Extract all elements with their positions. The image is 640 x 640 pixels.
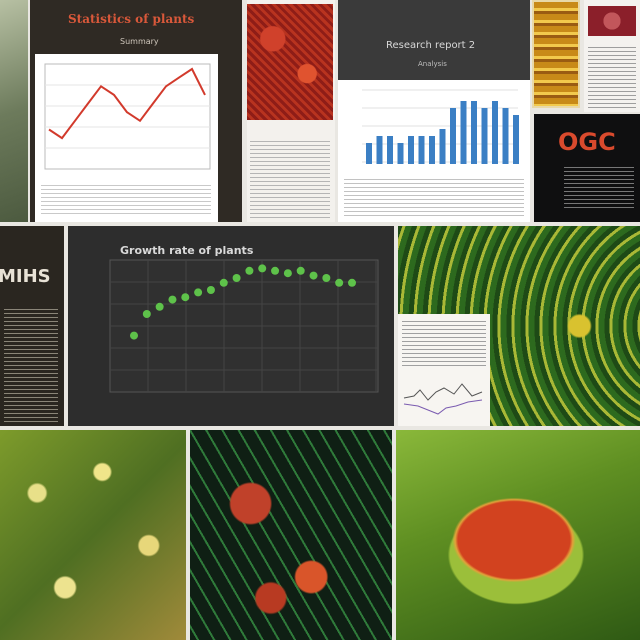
report-subheading: Summary — [120, 37, 159, 46]
report-text-lines — [41, 182, 211, 216]
collage-tile-gold-pattern — [532, 0, 580, 108]
doc-lines — [588, 44, 636, 108]
scatter-point — [335, 278, 344, 287]
bar — [481, 108, 488, 164]
bar-report-text — [344, 176, 524, 218]
collage-tile-ogc-panel: OGC — [534, 114, 640, 222]
scatter-point — [348, 278, 356, 287]
collage-tile-leaf-with-paper — [398, 226, 640, 426]
scatter-point — [283, 269, 292, 278]
scatter-point — [322, 274, 331, 282]
bar-report-sub: Analysis — [418, 60, 447, 68]
inset-line-chart — [403, 383, 483, 415]
bar — [460, 101, 467, 164]
bar-report-page — [338, 80, 530, 222]
bar-chart — [362, 89, 519, 164]
ogc-logo-text: OGC — [558, 128, 616, 156]
bar — [366, 143, 372, 164]
scatter-point — [181, 293, 190, 302]
bar — [408, 136, 414, 164]
bar-report-heading: Research report 2 — [386, 40, 476, 51]
bar — [471, 101, 477, 164]
mihs-heading: MIHS — [0, 266, 51, 287]
bar — [418, 136, 425, 164]
bar — [502, 108, 509, 164]
scatter-point — [194, 288, 203, 297]
report-heading: Statistics of plants — [68, 12, 195, 26]
collage-tile-red-bloom — [396, 430, 640, 640]
scatter-point — [206, 286, 215, 294]
bar — [513, 115, 519, 164]
collage-tile-report-bar-chart: Research report 2 Analysis — [338, 0, 530, 222]
bar — [439, 129, 446, 164]
text-column — [250, 138, 330, 218]
scatter-point — [142, 310, 151, 318]
red-plant-image — [247, 4, 333, 120]
scatter-point — [155, 302, 164, 311]
line-chart — [44, 63, 211, 170]
scatter-point — [271, 266, 280, 275]
bar — [387, 136, 393, 164]
line-series — [48, 67, 206, 140]
scatter-point — [296, 266, 305, 275]
bar — [450, 108, 456, 164]
scatter-point — [258, 264, 267, 273]
collage-tile-yellow-flowers — [0, 430, 186, 640]
red-thumb — [588, 6, 636, 36]
scatter-point — [219, 278, 228, 287]
inset-text — [402, 318, 486, 368]
scatter-point — [309, 271, 318, 280]
bar — [492, 101, 498, 164]
ogc-text-lines — [564, 164, 634, 210]
collage-tile-report-line-chart: Statistics of plants Summary — [30, 0, 242, 222]
scatter-point — [245, 266, 254, 275]
dark-doc-lines — [4, 306, 58, 422]
scatter-point — [168, 295, 177, 304]
scatter-point — [130, 331, 138, 340]
bar — [376, 136, 383, 164]
collage-tile-scatter-chart: Growth rate of plants — [68, 226, 394, 426]
collage-tile-red-texture — [247, 0, 335, 222]
collage-tile-doc-top-right — [584, 0, 640, 112]
scatter-chart — [109, 259, 379, 393]
report-page — [35, 54, 218, 222]
bar — [397, 143, 404, 164]
collage-tile-dark-doc: MIHS — [0, 226, 64, 426]
scatter-point — [232, 274, 241, 282]
collage-tile-red-clusters — [190, 430, 392, 640]
inset-paper — [398, 314, 490, 426]
collage-tile-left-strip — [0, 0, 28, 222]
scatter-title: Growth rate of plants — [120, 244, 254, 257]
bar — [429, 136, 435, 164]
